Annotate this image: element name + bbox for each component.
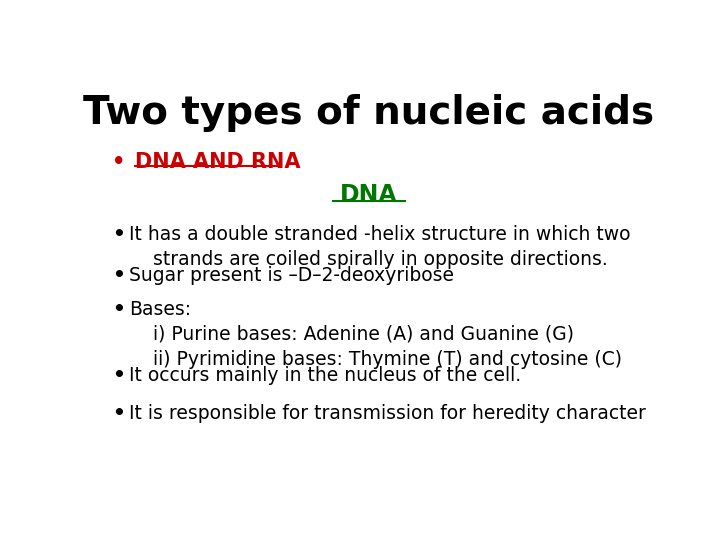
Text: •: • <box>112 225 125 244</box>
Text: It is responsible for transmission for heredity character: It is responsible for transmission for h… <box>129 404 646 423</box>
Text: DNA: DNA <box>340 183 398 207</box>
Text: •: • <box>112 266 125 286</box>
Text: Bases:
    i) Purine bases: Adenine (A) and Guanine (G)
    ii) Pyrimidine bases: Bases: i) Purine bases: Adenine (A) and … <box>129 300 622 369</box>
Text: •: • <box>112 404 125 423</box>
Text: Sugar present is –D–2-deoxyribose: Sugar present is –D–2-deoxyribose <box>129 266 454 286</box>
Text: DNA AND RNA: DNA AND RNA <box>135 152 300 172</box>
Text: Two types of nucleic acids: Two types of nucleic acids <box>84 94 654 132</box>
Text: It occurs mainly in the nucleus of the cell.: It occurs mainly in the nucleus of the c… <box>129 366 521 385</box>
Text: •: • <box>112 152 126 172</box>
Text: •: • <box>112 300 125 319</box>
Text: •: • <box>112 366 125 385</box>
Text: It has a double stranded -helix structure in which two
    strands are coiled sp: It has a double stranded -helix structur… <box>129 225 631 269</box>
